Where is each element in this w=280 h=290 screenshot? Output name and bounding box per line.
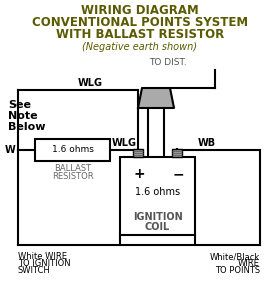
Text: COIL: COIL [145, 222, 170, 232]
Text: SWITCH: SWITCH [18, 266, 51, 275]
Text: WITH BALLAST RESISTOR: WITH BALLAST RESISTOR [56, 28, 224, 41]
Text: IGNITION: IGNITION [133, 212, 182, 222]
Bar [133, 149, 143, 157]
Text: +: + [133, 167, 145, 181]
Text: WB: WB [198, 138, 216, 148]
Text: 1.6 ohms: 1.6 ohms [135, 187, 180, 197]
Text: White WIRE: White WIRE [18, 252, 67, 261]
Bar [35, 139, 110, 161]
Text: CONVENTIONAL POINTS SYSTEM: CONVENTIONAL POINTS SYSTEM [32, 16, 248, 29]
Text: −: − [172, 167, 184, 181]
Text: RESISTOR: RESISTOR [52, 172, 93, 181]
Text: See: See [8, 100, 31, 110]
Text: (Negative earth shown): (Negative earth shown) [83, 42, 197, 52]
Text: TO IGNITION: TO IGNITION [18, 259, 71, 268]
Text: BALLAST: BALLAST [54, 164, 91, 173]
Text: Note: Note [8, 111, 38, 121]
Text: 1.6 ohms: 1.6 ohms [52, 146, 94, 155]
Text: White/Black: White/Black [210, 252, 260, 261]
Text: WLG: WLG [112, 138, 137, 148]
Text: TO POINTS: TO POINTS [215, 266, 260, 275]
Text: WIRING DIAGRAM: WIRING DIAGRAM [81, 4, 199, 17]
Bar [120, 157, 195, 235]
Text: Below: Below [8, 122, 45, 132]
Text: W: W [4, 145, 15, 155]
Bar [172, 149, 182, 157]
Text: TO DIST.: TO DIST. [149, 58, 187, 67]
Text: WLG: WLG [78, 78, 102, 88]
Text: WIRE: WIRE [238, 259, 260, 268]
Polygon shape [138, 88, 174, 108]
